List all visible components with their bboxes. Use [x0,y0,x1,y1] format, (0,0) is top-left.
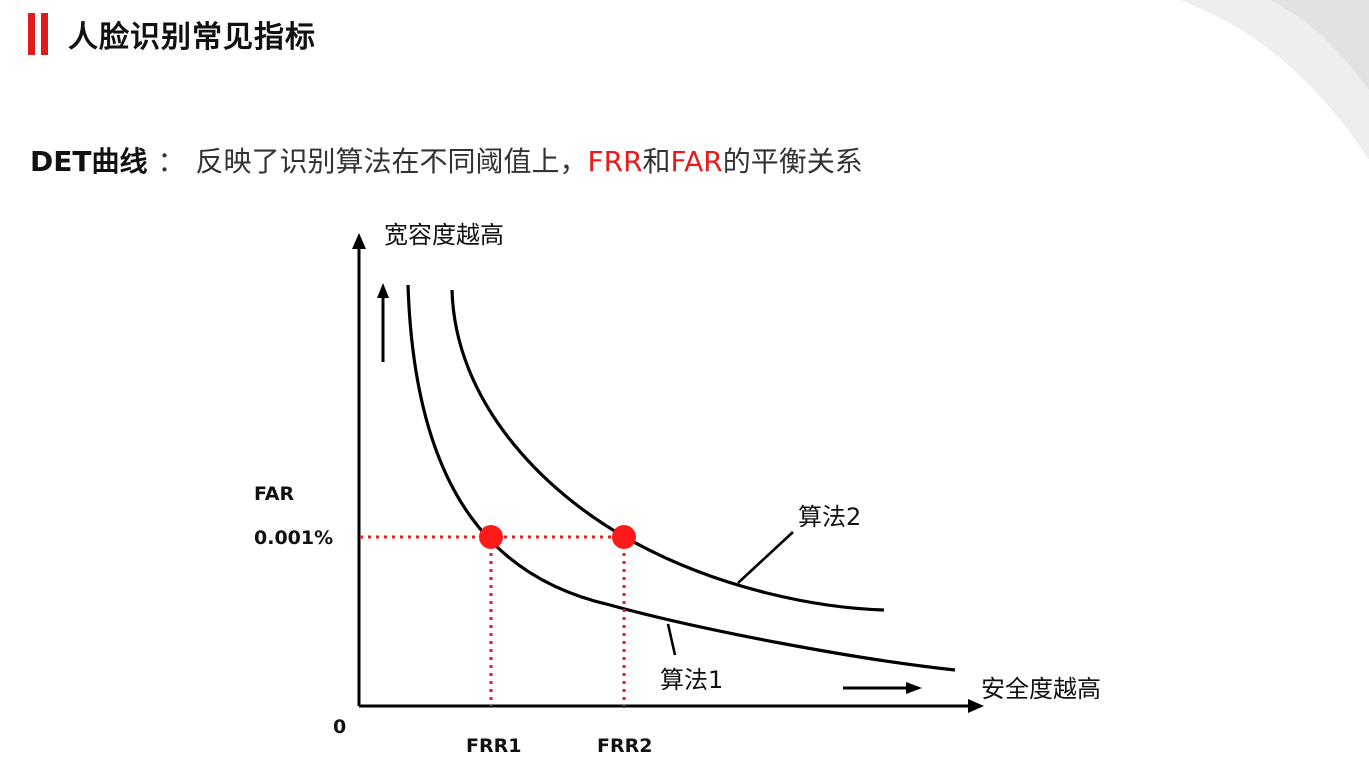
page-title: 人脸识别常见指标 [68,20,316,55]
title-accent-bar [41,13,48,55]
security-arrowhead [906,682,922,694]
subtitle-connector: 和 [642,145,671,178]
curve2-leader-line [737,531,794,584]
frr-highlight: FRR [587,145,643,178]
frr2-label: FRR2 [597,735,652,757]
far-highlight: FAR [670,145,723,178]
curve2-label: 算法2 [798,503,861,531]
far-threshold-label: 0.001% [254,527,333,549]
curve1-label: 算法1 [660,666,723,694]
subtitle-text-before: 反映了识别算法在不同阈值上， [195,145,588,178]
title-accent-bar [28,13,35,55]
frr1-label: FRR1 [466,735,521,757]
tolerance-arrowhead [377,283,389,298]
curve-algorithm-1 [406,284,956,672]
det-description: DET曲线 ： 反映了识别算法在不同阈值上，FRR和FAR的平衡关系 [30,140,863,180]
det-term: DET曲线 [30,145,148,178]
x-axis-right-label: 安全度越高 [981,675,1101,703]
frr2-marker [612,525,636,549]
y-axis-top-label: 宽容度越高 [384,221,504,249]
y-axis-arrowhead [352,233,366,249]
x-axis-arrowhead [968,699,984,713]
curve1-leader-line [666,623,677,656]
page-header: 人脸识别常见指标 [28,12,316,56]
y-axis-name: FAR [254,483,295,505]
subtitle-colon: ： [157,145,186,178]
subtitle-text-after: 的平衡关系 [722,145,863,178]
origin-label: 0 [333,716,346,738]
frr1-marker [479,525,503,549]
